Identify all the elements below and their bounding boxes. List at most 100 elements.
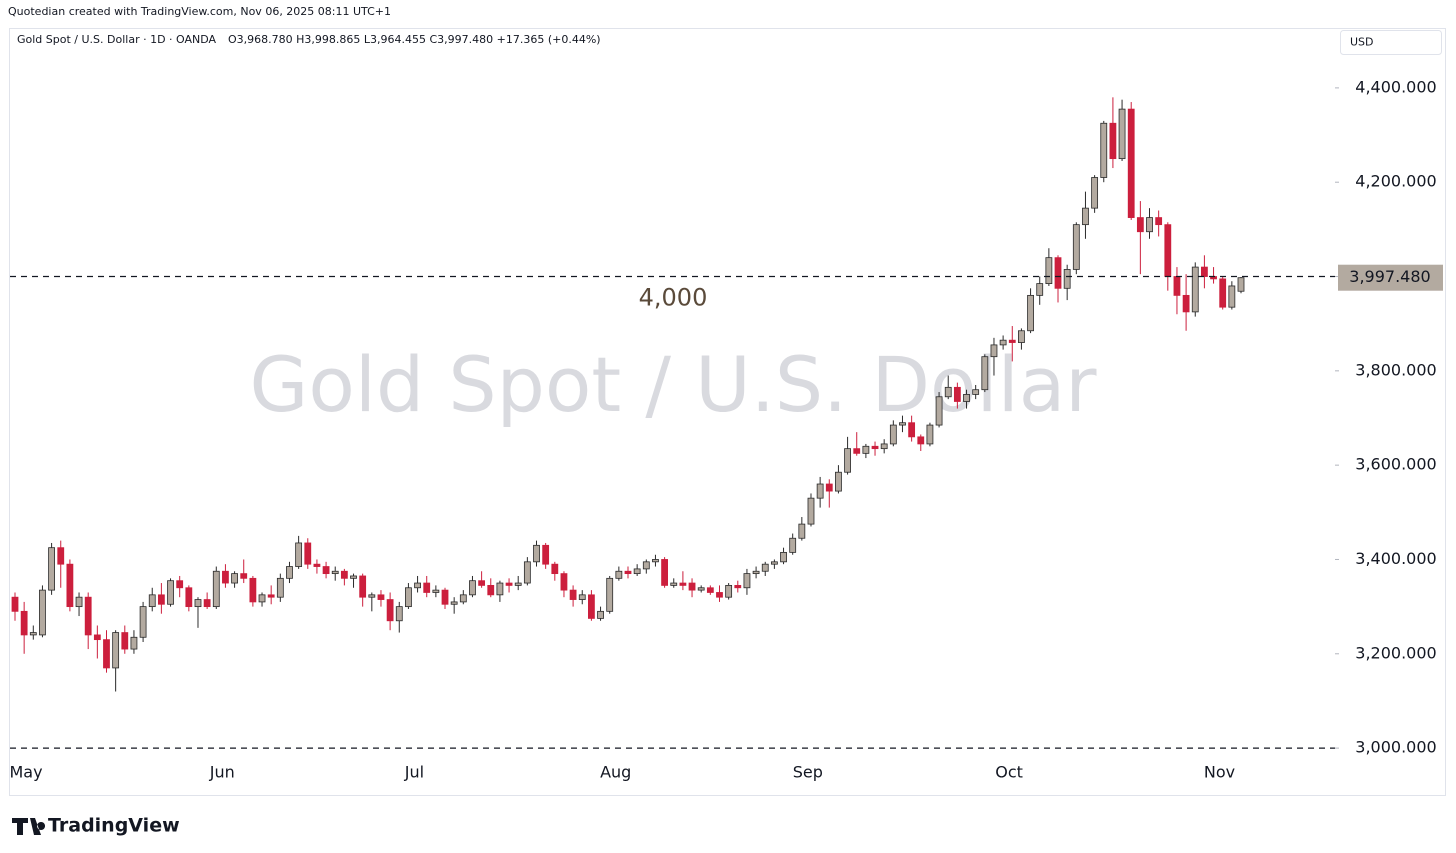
candle-body bbox=[185, 587, 193, 608]
candle-body bbox=[295, 542, 303, 567]
candle-body bbox=[414, 582, 421, 589]
candle-body bbox=[706, 587, 714, 593]
candle-body bbox=[130, 636, 138, 650]
watermark: Gold Spot / U.S. Dollar bbox=[249, 340, 1097, 429]
candle-body bbox=[432, 589, 440, 593]
candle-body bbox=[505, 582, 513, 586]
candle-body bbox=[835, 471, 842, 492]
x-tick-label: Jun bbox=[209, 763, 235, 782]
candle-body bbox=[1036, 283, 1044, 296]
candle-body bbox=[633, 568, 641, 575]
candle-body bbox=[716, 592, 723, 598]
candle-body bbox=[1008, 339, 1016, 343]
y-tick-label: 3,400.000 bbox=[1355, 549, 1436, 568]
chart-frame bbox=[9, 28, 1446, 796]
candle-body bbox=[1118, 108, 1126, 160]
candle-body bbox=[386, 599, 394, 622]
candle-body bbox=[1237, 277, 1245, 292]
candle-body bbox=[258, 594, 266, 603]
candle-body bbox=[1082, 207, 1089, 226]
candle-body bbox=[212, 570, 220, 608]
candle-body bbox=[1164, 224, 1172, 277]
candle-body bbox=[1018, 330, 1025, 343]
candle-body bbox=[615, 570, 623, 579]
candle-body bbox=[478, 580, 486, 586]
x-tick-label: Sep bbox=[793, 763, 823, 782]
candle-body bbox=[972, 389, 980, 395]
candle-body bbox=[1191, 266, 1199, 313]
candle-body bbox=[441, 589, 449, 605]
candle-body bbox=[423, 582, 431, 593]
candle-body bbox=[112, 632, 120, 669]
candle-body bbox=[533, 544, 540, 563]
candle-body bbox=[1072, 224, 1080, 270]
y-tick-label: 3,800.000 bbox=[1355, 360, 1436, 379]
candle-body bbox=[84, 596, 92, 636]
candle-body bbox=[469, 580, 476, 596]
symbol-title: Gold Spot / U.S. Dollar · 1D · OANDA bbox=[17, 33, 217, 46]
candle-body bbox=[789, 537, 797, 553]
candle-body bbox=[276, 577, 284, 598]
candle-body bbox=[249, 577, 257, 603]
candle-body bbox=[1054, 257, 1062, 289]
candle-body bbox=[304, 542, 312, 565]
candle-body bbox=[981, 356, 989, 391]
y-tick-label: 4,200.000 bbox=[1355, 172, 1436, 191]
candle-body bbox=[267, 594, 275, 598]
candle-body bbox=[688, 582, 696, 591]
x-tick-label: Oct bbox=[995, 763, 1023, 782]
candle-body bbox=[780, 551, 787, 563]
y-tick-label: 3,000.000 bbox=[1355, 738, 1436, 757]
candle-body bbox=[825, 483, 833, 492]
x-tick-label: Aug bbox=[600, 763, 631, 782]
candle-body bbox=[377, 594, 385, 600]
candle-body bbox=[862, 445, 870, 454]
candle-body bbox=[752, 570, 760, 575]
candle-body bbox=[642, 561, 650, 570]
candle-body bbox=[1201, 266, 1208, 277]
candle-body bbox=[194, 599, 202, 608]
candle-body bbox=[761, 563, 769, 572]
candle-body bbox=[176, 580, 184, 589]
candle-body bbox=[908, 422, 916, 438]
candle-body bbox=[395, 606, 403, 622]
candle-body bbox=[670, 582, 678, 586]
currency-box[interactable] bbox=[1340, 30, 1442, 55]
candle-body bbox=[450, 601, 458, 605]
candle-body bbox=[121, 632, 129, 650]
candle-body bbox=[203, 599, 211, 608]
candle-body bbox=[322, 566, 330, 575]
candle-body bbox=[1228, 285, 1236, 308]
candle-body bbox=[222, 570, 229, 584]
candle-body bbox=[93, 634, 101, 641]
candle-body bbox=[816, 483, 824, 499]
candle-body bbox=[514, 582, 522, 586]
candle-body bbox=[350, 575, 357, 579]
candle-body bbox=[1173, 276, 1181, 296]
candle-body bbox=[725, 585, 733, 598]
candle-body bbox=[75, 596, 83, 608]
credit: Quotedian created with TradingView.com, … bbox=[8, 5, 391, 18]
candle-body bbox=[807, 497, 815, 525]
candle-body bbox=[990, 344, 998, 358]
candle-body bbox=[459, 594, 467, 603]
candle-body bbox=[11, 596, 19, 612]
candle-body bbox=[679, 582, 687, 586]
y-tick-label: 3,600.000 bbox=[1355, 455, 1436, 474]
candle-body bbox=[926, 424, 934, 445]
candle-body bbox=[148, 594, 156, 608]
candle-body bbox=[935, 396, 943, 426]
last-price-label: 3,997.480 bbox=[1349, 267, 1430, 286]
candle-body bbox=[624, 570, 632, 575]
candle-body bbox=[743, 573, 751, 589]
candle-body bbox=[1045, 257, 1053, 284]
candle-body bbox=[39, 589, 46, 636]
candle-body bbox=[139, 606, 147, 638]
candle-body bbox=[1155, 217, 1163, 226]
candle-body bbox=[880, 443, 888, 450]
candle-body bbox=[157, 594, 165, 605]
candle-body bbox=[560, 573, 568, 591]
x-tick-label: May bbox=[9, 763, 42, 782]
candle-body bbox=[944, 386, 952, 398]
